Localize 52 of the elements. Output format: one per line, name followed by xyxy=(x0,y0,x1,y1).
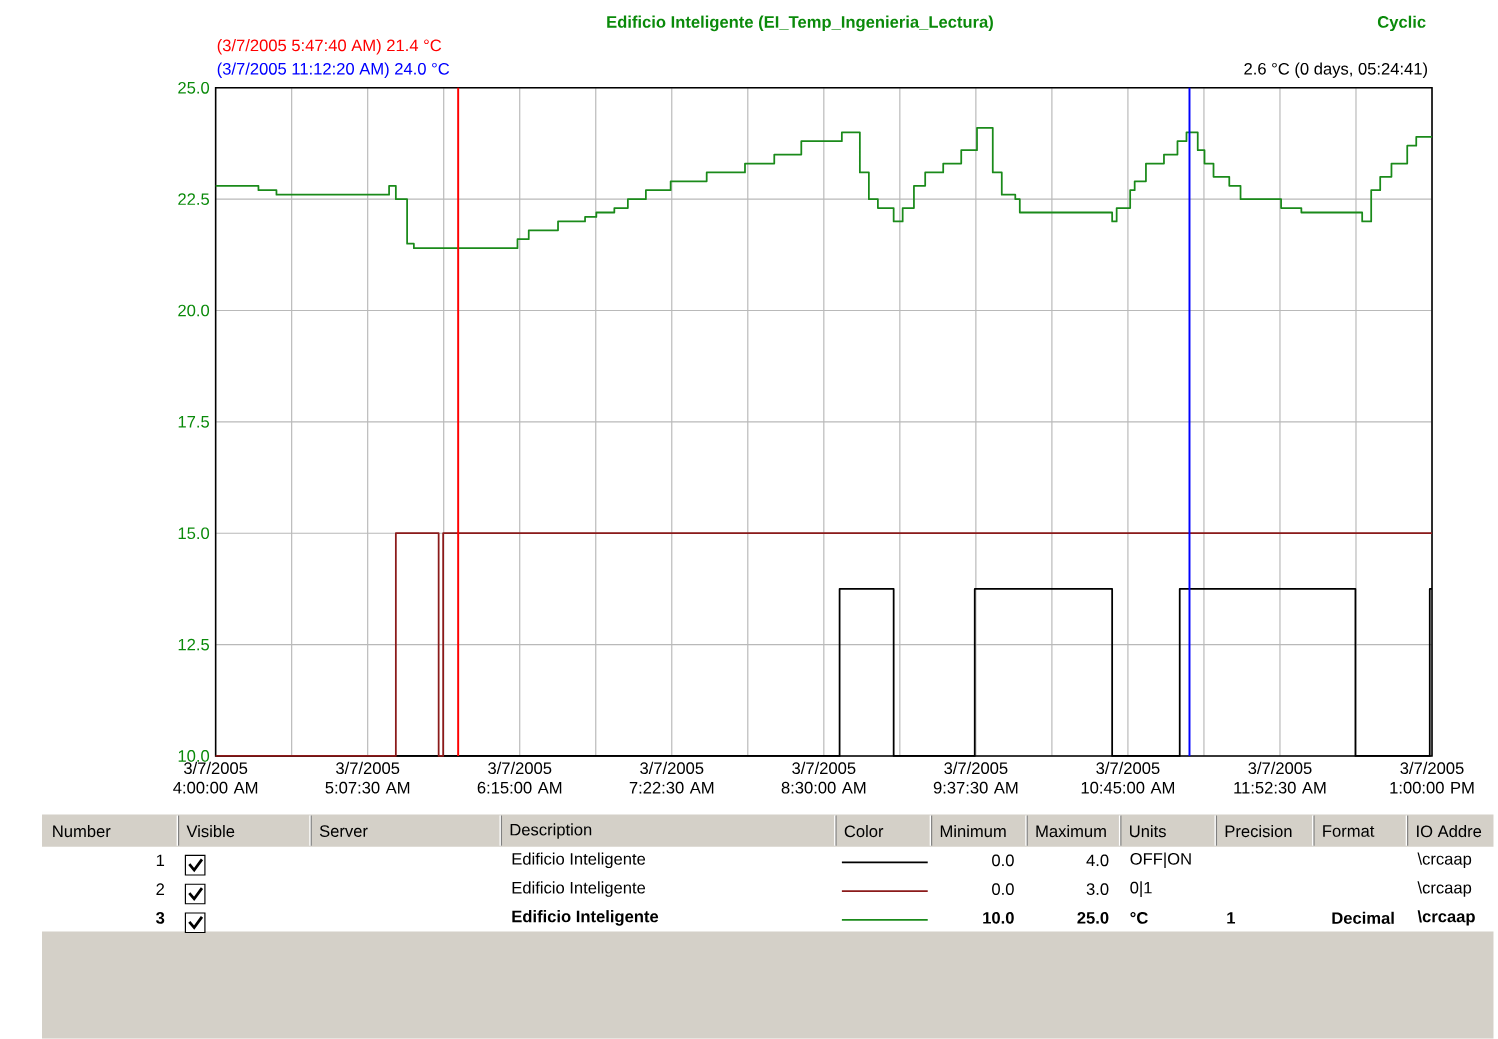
text: 2 xyxy=(156,883,165,895)
text: 25.0 xyxy=(1077,912,1109,924)
text: 0.0 xyxy=(992,883,1014,896)
text: Decimal xyxy=(1332,911,1394,925)
text: Cyclic xyxy=(1377,15,1426,32)
y-tick-label: 17.5 xyxy=(178,416,210,428)
x-tick-label: 3/7/2005 7:22:30 AM xyxy=(629,761,714,794)
text: 3.0 xyxy=(1086,883,1109,896)
x-tick-label: 3/7/2005 9:37:30 AM xyxy=(933,761,1018,794)
y-tick-label: 10.0 xyxy=(178,750,210,762)
text: Units xyxy=(1130,825,1166,838)
text: \crcaap xyxy=(1417,910,1475,926)
text: 10.0 xyxy=(983,912,1014,924)
y-tick-label: 15.0 xyxy=(178,527,210,540)
text: Number xyxy=(53,825,111,838)
text: 1 xyxy=(156,854,165,867)
text: 0|1 xyxy=(1130,881,1152,897)
text: 4.0 xyxy=(1086,854,1109,867)
y-tick-label: 25.0 xyxy=(178,82,210,94)
text: Edificio Inteligente xyxy=(512,910,659,926)
ref-line-label: (3/7/2005 11:12:20 AM) 24.0 °C xyxy=(217,62,450,79)
text: 2.6 °C (0 days, 05:24:41) xyxy=(1244,62,1428,79)
text: Edificio Inteligente xyxy=(512,881,646,897)
text: Description xyxy=(510,823,592,839)
y-tick-label: 22.5 xyxy=(178,193,210,206)
x-tick-label: 3/7/2005 4:00:00 AM xyxy=(173,761,258,794)
x-tick-label: 3/7/2005 11:52:30 AM xyxy=(1234,761,1326,794)
x-tick-label: 3/7/2005 10:45:00 AM xyxy=(1081,761,1175,794)
x-tick-label: 3/7/2005 1:00:00 PM xyxy=(1390,761,1474,794)
text: Format xyxy=(1323,825,1375,837)
text: Color xyxy=(844,825,884,838)
text: 0.0 xyxy=(992,854,1014,867)
y-tick-label: 12.5 xyxy=(178,638,210,651)
y-tick-label: 20.0 xyxy=(178,304,210,317)
x-tick-label: 3/7/2005 8:30:00 AM xyxy=(781,761,866,794)
text: °C xyxy=(1130,912,1148,924)
text: 3 xyxy=(156,912,165,924)
text: IO Addre xyxy=(1417,825,1482,838)
text: OFF|ON xyxy=(1130,852,1191,869)
text: Edificio Inteligente xyxy=(512,852,646,869)
text: Maximum xyxy=(1036,825,1106,838)
text: Server xyxy=(319,825,368,838)
text: 1 xyxy=(1227,912,1236,924)
x-tick-label: 3/7/2005 6:15:00 AM xyxy=(477,761,562,794)
text: Minimum xyxy=(940,825,1006,838)
x-tick-label: 3/7/2005 5:07:30 AM xyxy=(325,761,410,794)
ref-line-label: (3/7/2005 5:47:40 AM) 21.4 °C xyxy=(217,39,442,55)
text: Precision xyxy=(1225,825,1292,838)
chart-title: Edificio Inteligente (EI_Temp_Ingenieria_Lectura) xyxy=(607,15,993,32)
text: \crcaap xyxy=(1417,881,1472,897)
text: Visible xyxy=(186,825,235,838)
text: \crcaap xyxy=(1417,852,1472,869)
